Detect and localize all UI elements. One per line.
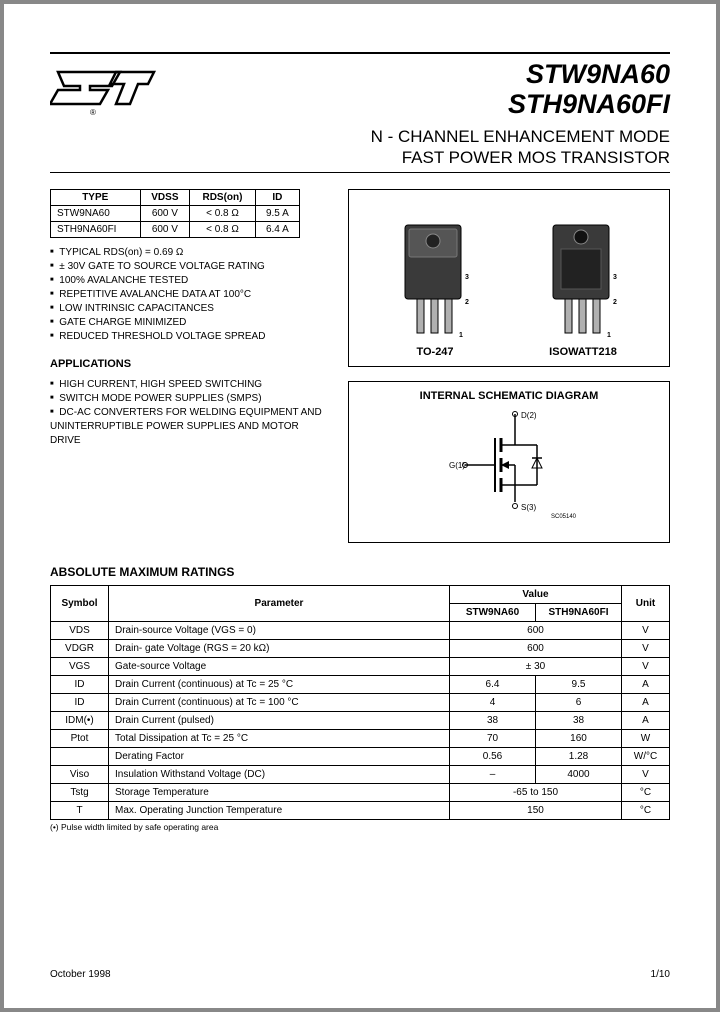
qtable-row: STW9NA60600 V< 0.8 Ω9.5 A bbox=[51, 206, 300, 222]
features-list: TYPICAL RDS(on) = 0.69 Ω± 30V GATE TO SO… bbox=[50, 246, 330, 344]
mosfet-schematic-icon: D(2) bbox=[429, 408, 589, 526]
svg-text:3: 3 bbox=[465, 274, 469, 281]
quick-reference-table: TYPEVDSSRDS(on)ID STW9NA60600 V< 0.8 Ω9.… bbox=[50, 189, 300, 238]
qtable-header: ID bbox=[255, 190, 299, 206]
col-parameter: Parameter bbox=[109, 586, 450, 622]
qtable-header: RDS(on) bbox=[190, 190, 255, 206]
application-item: SWITCH MODE POWER SUPPLIES (SMPS) bbox=[50, 392, 330, 406]
ratings-note: (•) Pulse width limited by safe operatin… bbox=[50, 822, 670, 832]
page-footer: October 1998 1/10 bbox=[50, 964, 670, 980]
feature-item: TYPICAL RDS(on) = 0.69 Ω bbox=[50, 246, 330, 260]
subtitle-line-2: FAST POWER MOS TRANSISTOR bbox=[50, 148, 670, 168]
svg-text:2: 2 bbox=[613, 299, 617, 306]
ratings-row: VDGRDrain- gate Voltage (RGS = 20 kΩ)600… bbox=[51, 640, 670, 658]
ratings-row: TstgStorage Temperature-65 to 150°C bbox=[51, 784, 670, 802]
ratings-row: Derating Factor0.561.28W/°C bbox=[51, 748, 670, 766]
part-number-2: STH9NA60FI bbox=[508, 90, 670, 120]
feature-item: ± 30V GATE TO SOURCE VOLTAGE RATING bbox=[50, 260, 330, 274]
svg-text:S(3): S(3) bbox=[521, 503, 536, 512]
qtable-header: TYPE bbox=[51, 190, 141, 206]
ratings-row: IDM(•)Drain Current (pulsed)3838A bbox=[51, 712, 670, 730]
subtitle-rule bbox=[50, 172, 670, 173]
svg-text:SC05140: SC05140 bbox=[551, 514, 577, 520]
feature-item: 100% AVALANCHE TESTED bbox=[50, 274, 330, 288]
svg-text:3: 3 bbox=[613, 274, 617, 281]
product-subtitle: N - CHANNEL ENHANCEMENT MODE FAST POWER … bbox=[50, 127, 670, 168]
package-to247: 3 2 1 TO-247 bbox=[387, 219, 483, 358]
st-logo: ® bbox=[50, 60, 160, 118]
package-label-2: ISOWATT218 bbox=[535, 346, 631, 358]
svg-text:1: 1 bbox=[459, 332, 463, 339]
col-unit: Unit bbox=[622, 586, 670, 622]
application-item: DC-AC CONVERTERS FOR WELDING EQUIPMENT A… bbox=[50, 406, 330, 448]
svg-text:2: 2 bbox=[465, 299, 469, 306]
ratings-table: Symbol Parameter Value Unit STW9NA60 STH… bbox=[50, 585, 670, 820]
header: ® STW9NA60 STH9NA60FI bbox=[50, 60, 670, 119]
qtable-header: VDSS bbox=[140, 190, 190, 206]
schematic-box: INTERNAL SCHEMATIC DIAGRAM D(2) bbox=[348, 381, 670, 543]
subtitle-line-1: N - CHANNEL ENHANCEMENT MODE bbox=[50, 127, 670, 147]
col-part1: STW9NA60 bbox=[450, 604, 536, 622]
feature-item: REPETITIVE AVALANCHE DATA AT 100°C bbox=[50, 288, 330, 302]
col-symbol: Symbol bbox=[51, 586, 109, 622]
feature-item: GATE CHARGE MINIMIZED bbox=[50, 316, 330, 330]
ratings-row: VDSDrain-source Voltage (VGS = 0)600V bbox=[51, 622, 670, 640]
right-column: 3 2 1 TO-247 3 2 bbox=[348, 189, 670, 543]
ratings-row: VGSGate-source Voltage± 30V bbox=[51, 658, 670, 676]
feature-item: REDUCED THRESHOLD VOLTAGE SPREAD bbox=[50, 330, 330, 344]
application-item: HIGH CURRENT, HIGH SPEED SWITCHING bbox=[50, 378, 330, 392]
package-box: 3 2 1 TO-247 3 2 bbox=[348, 189, 670, 367]
svg-text:G(1): G(1) bbox=[449, 461, 465, 470]
applications-list: HIGH CURRENT, HIGH SPEED SWITCHINGSWITCH… bbox=[50, 378, 330, 448]
ratings-row: VisoInsulation Withstand Voltage (DC)–40… bbox=[51, 766, 670, 784]
qtable-row: STH9NA60FI600 V< 0.8 Ω6.4 A bbox=[51, 222, 300, 238]
svg-text:D(2): D(2) bbox=[521, 411, 537, 420]
package-isowatt: 3 2 1 ISOWATT218 bbox=[535, 219, 631, 358]
col-value: Value bbox=[450, 586, 622, 604]
footer-page: 1/10 bbox=[651, 969, 670, 980]
ratings-row: PtotTotal Dissipation at Tc = 25 °C70160… bbox=[51, 730, 670, 748]
ratings-heading: ABSOLUTE MAXIMUM RATINGS bbox=[50, 565, 670, 579]
svg-text:1: 1 bbox=[607, 332, 611, 339]
svg-text:®: ® bbox=[90, 108, 96, 117]
package-label-1: TO-247 bbox=[387, 346, 483, 358]
ratings-row: IDDrain Current (continuous) at Tc = 100… bbox=[51, 694, 670, 712]
top-rule bbox=[50, 52, 670, 54]
schematic-title: INTERNAL SCHEMATIC DIAGRAM bbox=[359, 390, 659, 402]
main-columns: TYPEVDSSRDS(on)ID STW9NA60600 V< 0.8 Ω9.… bbox=[50, 189, 670, 543]
feature-item: LOW INTRINSIC CAPACITANCES bbox=[50, 302, 330, 316]
part-numbers: STW9NA60 STH9NA60FI bbox=[508, 60, 670, 119]
datasheet-page: ® STW9NA60 STH9NA60FI N - CHANNEL ENHANC… bbox=[4, 4, 716, 1008]
ratings-row: TMax. Operating Junction Temperature150°… bbox=[51, 802, 670, 820]
part-number-1: STW9NA60 bbox=[508, 60, 670, 90]
applications-heading: APPLICATIONS bbox=[50, 358, 330, 370]
left-column: TYPEVDSSRDS(on)ID STW9NA60600 V< 0.8 Ω9.… bbox=[50, 189, 330, 543]
ratings-row: IDDrain Current (continuous) at Tc = 25 … bbox=[51, 676, 670, 694]
footer-date: October 1998 bbox=[50, 969, 111, 980]
col-part2: STH9NA60FI bbox=[536, 604, 622, 622]
